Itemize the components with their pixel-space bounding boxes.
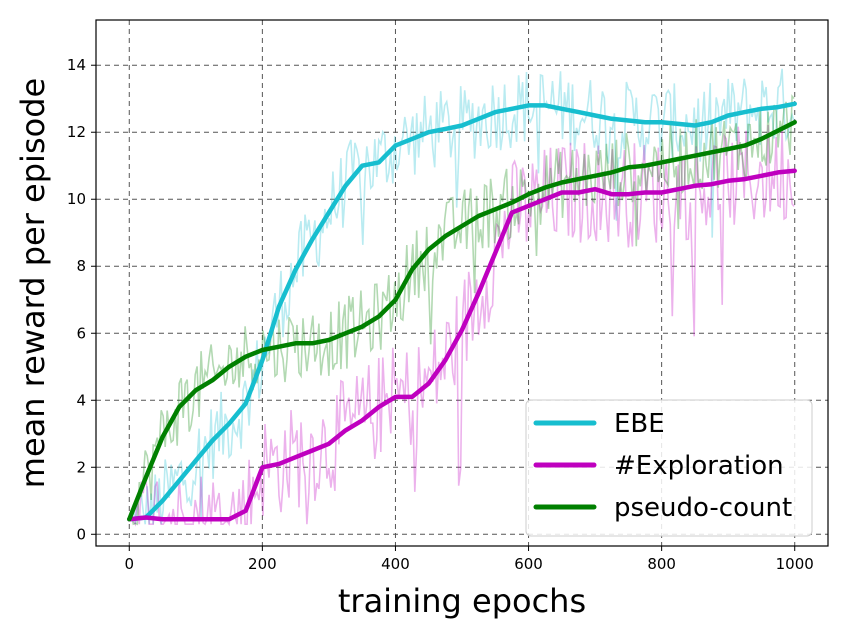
x-tick-label: 600 [514,555,543,573]
legend-label-ebe: EBE [614,409,665,439]
legend: EBE #Exploration pseudo-count [525,399,813,537]
raw-trace-ebe [129,68,795,525]
x-tick-label: 1000 [776,555,814,573]
x-axis-label: training epochs [338,582,586,620]
raw-trace-pseudo-count [128,94,795,526]
legend-box [525,399,813,537]
y-tick-label: 8 [76,257,86,275]
series-lines [127,101,797,522]
plot-frame [95,19,829,547]
series-line-exploration [127,168,797,522]
grid [96,20,828,546]
y-tick-label: 12 [67,123,86,141]
y-tick-label: 14 [67,56,86,74]
y-tick-label: 0 [76,525,86,543]
y-tick-label: 6 [76,324,86,342]
series-line-pseudo-count [127,119,797,522]
x-tick-label: 800 [647,555,676,573]
y-tick-label: 4 [76,391,86,409]
legend-label-exploration: #Exploration [614,451,784,481]
series-line-ebe [127,101,797,522]
ticks: 0 200 400 600 800 1000 0 2 4 6 8 10 12 14 [67,56,814,573]
y-tick-label: 2 [76,458,86,476]
y-tick-label: 10 [67,190,86,208]
x-tick-label: 200 [248,555,277,573]
y-axis-label: mean reward per episode [14,78,52,488]
legend-label-pseudo-count: pseudo-count [614,493,792,523]
x-tick-label: 0 [124,555,134,573]
x-tick-label: 400 [381,555,410,573]
